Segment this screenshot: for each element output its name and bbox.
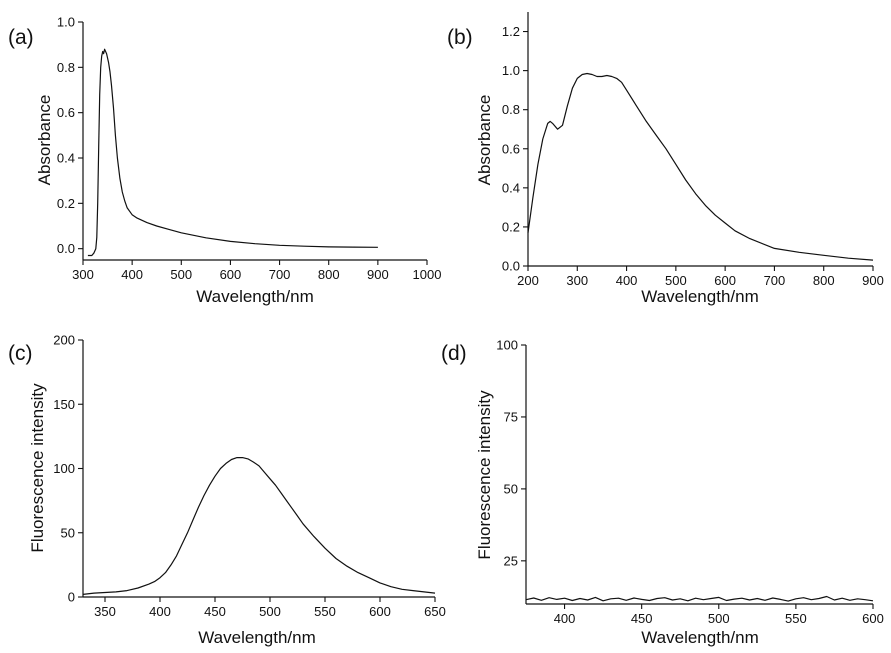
panel-d: (d) 400 450 500 550 600 25 50 75 100 Wavelength… [441,338,884,648]
panel-b-x-tick-label: 400 [616,273,638,288]
panel-a-absorbance-line [87,48,378,257]
panel-b-x-tick-label: 800 [813,273,835,288]
panel-a-x-tick-label: 500 [170,267,192,282]
panel-d-label: (d) [441,342,467,365]
panel-c-y-tick-label: 150 [53,397,75,412]
panel-c-x-tick-label: 450 [204,604,226,619]
panel-b-y-tick-label: 0.0 [502,259,520,274]
panel-b-x-tick-label: 200 [517,273,539,288]
panel-d-x-tick-label: 450 [631,611,653,626]
panel-b-x-tick-label: 500 [665,273,687,288]
panel-d-x-tick-label: 600 [862,611,884,626]
panel-d-x-tick-label: 550 [785,611,807,626]
panel-a-y-tick-label: 0.0 [57,241,75,256]
panel-a-y-tick-label: 0.6 [57,105,75,120]
panel-a-x-tick-label: 800 [318,267,340,282]
panel-a-label: (a) [8,26,34,49]
panel-c-label: (c) [8,342,33,365]
panel-a-x-ticks: 300 400 500 600 700 800 900 1000 [72,260,441,282]
panel-a-y-ticks: 0.0 0.2 0.4 0.6 0.8 1.0 [57,15,83,256]
panel-a-x-tick-label: 300 [72,267,94,282]
panel-c-x-tick-label: 600 [369,604,391,619]
panel-c-x-tick-label: 400 [149,604,171,619]
panel-c-fluorescence-line [82,457,436,595]
panel-c-x-tick-label: 350 [94,604,116,619]
panel-b-y-tick-label: 0.6 [502,141,520,156]
panel-c-x-title: Wavelength/nm [198,628,315,647]
panel-d-y-title: Fluorescence intensity [475,390,494,560]
panel-d-x-ticks: 400 450 500 550 600 [554,604,884,626]
panel-b-x-tick-label: 600 [714,273,736,288]
panel-c-x-tick-label: 650 [424,604,446,619]
panel-a-x-tick-label: 1000 [413,267,442,282]
panel-a-y-tick-label: 0.8 [57,60,75,75]
panel-c-x-ticks: 350 400 450 500 550 600 650 [94,597,446,619]
panel-d-y-tick-label: 50 [504,481,518,496]
panel-b-y-tick-label: 1.2 [502,24,520,39]
panel-b-y-tick-label: 1.0 [502,63,520,78]
panel-a-y-tick-label: 0.4 [57,151,75,166]
panel-c-y-tick-label: 50 [61,525,75,540]
panel-c-x-tick-label: 500 [259,604,281,619]
panel-b-y-ticks: 0.0 0.2 0.4 0.6 0.8 1.0 1.2 [502,24,528,274]
panel-d-y-tick-label: 25 [504,553,518,568]
panel-a-x-tick-label: 700 [269,267,291,282]
panel-c-x-tick-label: 550 [314,604,336,619]
panel-a-x-tick-label: 400 [121,267,143,282]
panel-a-y-tick-label: 1.0 [57,15,75,30]
panel-c: (c) 350 400 450 500 550 600 650 0 50 100 150 200 W… [8,333,446,648]
panel-a-y-title: Absorbance [35,95,54,186]
panel-c-y-tick-label: 0 [68,590,75,605]
panel-b-y-tick-label: 0.4 [502,180,520,195]
panel-d-x-title: Wavelength/nm [641,628,758,647]
panel-b-x-ticks: 200 300 400 500 600 700 800 900 [517,266,884,288]
panel-d-y-tick-label: 75 [504,409,518,424]
panel-b-x-tick-label: 300 [566,273,588,288]
panel-a-x-tick-label: 900 [367,267,389,282]
panel-b-x-tick-label: 700 [764,273,786,288]
panel-d-y-tick-label: 100 [496,338,518,353]
panel-b-y-title: Absorbance [475,95,494,186]
panel-d-x-tick-label: 500 [708,611,730,626]
panel-b-x-tick-label: 900 [862,273,884,288]
panel-a: (a) 300 400 500 600 700 800 900 1000 0.00.20.40… [8,15,441,307]
panel-b-label: (b) [447,26,473,49]
panel-d-fluorescence-line [525,595,874,602]
panel-c-y-tick-label: 200 [53,333,75,348]
panel-c-y-ticks: 0 50 100 150 200 [53,333,83,605]
panel-b-x-title: Wavelength/nm [641,287,758,306]
panel-a-x-title: Wavelength/nm [196,287,313,306]
panel-d-y-ticks: 25 50 75 100 [496,338,526,568]
panel-c-y-tick-label: 100 [53,461,75,476]
panel-a-y-tick-label: 0.2 [57,196,75,211]
panel-d-x-tick-label: 400 [554,611,576,626]
panel-a-x-tick-label: 600 [220,267,242,282]
panel-c-y-title: Fluorescence intensity [28,383,47,553]
panel-b-y-tick-label: 0.8 [502,102,520,117]
panel-b: (b) 200 300 400 500 600 700 800 900 0.00.20.40.… [447,12,884,306]
panel-b-y-tick-label: 0.2 [502,219,520,234]
panel-b-absorbance-line [527,72,874,261]
